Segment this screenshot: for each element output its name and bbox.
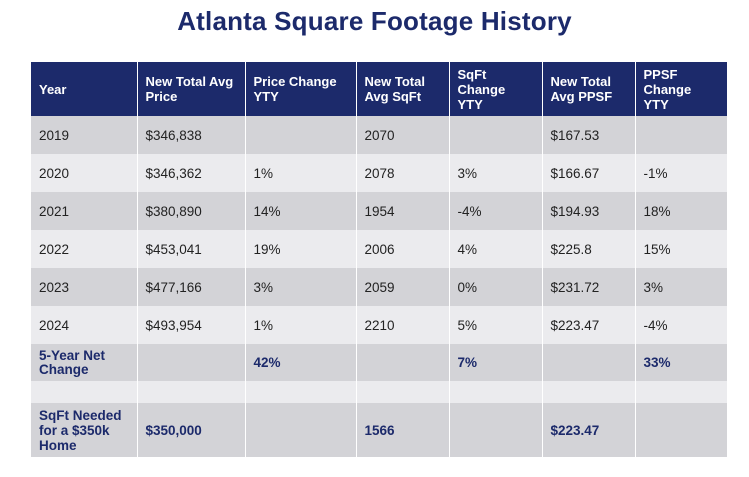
spacer-cell [245, 381, 357, 403]
cell-price-change [245, 116, 357, 154]
cell-year: 2019 [31, 116, 138, 154]
table-row: 2024 $493,954 1% 2210 5% $223.47 -4% [31, 306, 727, 344]
cell-price-change: 3% [245, 268, 357, 306]
net-change-row: 5-Year Net Change 42% 7% 33% [31, 344, 727, 381]
cell-ppsf-change [635, 116, 727, 154]
cell-avg-price: $453,041 [137, 230, 246, 268]
square-footage-table: Year New Total Avg Price Price Change YT… [31, 62, 727, 457]
header-avg-price: New Total Avg Price [137, 62, 246, 116]
cell-avg-price: $380,890 [137, 192, 246, 230]
cell-avg-ppsf: $225.8 [542, 230, 636, 268]
cell-ppsf-change: 3% [635, 268, 727, 306]
cell-avg-sqft: 2078 [356, 154, 450, 192]
cell-year: 2020 [31, 154, 138, 192]
spacer-cell [31, 381, 138, 403]
cell-avg-sqft: 2006 [356, 230, 450, 268]
header-avg-sqft: New Total Avg SqFt [356, 62, 450, 116]
net-change-sqft: 7% [449, 344, 543, 381]
cell-sqft-change: 0% [449, 268, 543, 306]
cell-avg-sqft: 2070 [356, 116, 450, 154]
table-row: 2020 $346,362 1% 2078 3% $166.67 -1% [31, 154, 727, 192]
cell-year: 2023 [31, 268, 138, 306]
cell-sqft-change [449, 116, 543, 154]
page-title: Atlanta Square Footage History [177, 6, 572, 36]
spacer-cell [635, 381, 727, 403]
cell-year: 2024 [31, 306, 138, 344]
cell-avg-ppsf: $231.72 [542, 268, 636, 306]
cell-ppsf-change: -4% [635, 306, 727, 344]
cell-ppsf-change: 15% [635, 230, 727, 268]
cell-avg-sqft: 2059 [356, 268, 450, 306]
sqft-needed-cell [635, 403, 727, 457]
cell-avg-price: $346,362 [137, 154, 246, 192]
sqft-needed-label: SqFt Needed for a $350k Home [31, 403, 138, 457]
cell-avg-ppsf: $194.93 [542, 192, 636, 230]
spacer-row [31, 381, 727, 403]
cell-avg-ppsf: $166.67 [542, 154, 636, 192]
cell-avg-price: $346,838 [137, 116, 246, 154]
cell-price-change: 1% [245, 306, 357, 344]
cell-ppsf-change: -1% [635, 154, 727, 192]
spacer-cell [356, 381, 450, 403]
header-row: Year New Total Avg Price Price Change YT… [31, 62, 727, 116]
net-change-cell [356, 344, 450, 381]
header-sqft-change: SqFt Change YTY [449, 62, 543, 116]
cell-avg-sqft: 1954 [356, 192, 450, 230]
sqft-needed-ppsf: $223.47 [542, 403, 636, 457]
cell-price-change: 19% [245, 230, 357, 268]
cell-avg-price: $477,166 [137, 268, 246, 306]
sqft-needed-row: SqFt Needed for a $350k Home $350,000 15… [31, 403, 727, 457]
cell-sqft-change: 4% [449, 230, 543, 268]
sqft-needed-cell [449, 403, 543, 457]
table-row: 2021 $380,890 14% 1954 -4% $194.93 18% [31, 192, 727, 230]
header-avg-ppsf: New Total Avg PPSF [542, 62, 636, 116]
net-change-cell [542, 344, 636, 381]
cell-avg-ppsf: $223.47 [542, 306, 636, 344]
cell-avg-sqft: 2210 [356, 306, 450, 344]
sqft-needed-price: $350,000 [137, 403, 246, 457]
sqft-needed-cell [245, 403, 357, 457]
header-year: Year [31, 62, 138, 116]
table-row: 2022 $453,041 19% 2006 4% $225.8 15% [31, 230, 727, 268]
cell-avg-ppsf: $167.53 [542, 116, 636, 154]
net-change-cell [137, 344, 246, 381]
table-row: 2019 $346,838 2070 $167.53 [31, 116, 727, 154]
spacer-cell [449, 381, 543, 403]
header-price-change: Price Change YTY [245, 62, 357, 116]
cell-year: 2021 [31, 192, 138, 230]
cell-ppsf-change: 18% [635, 192, 727, 230]
spacer-cell [137, 381, 246, 403]
header-ppsf-change: PPSF Change YTY [635, 62, 727, 116]
spacer-cell [542, 381, 636, 403]
cell-avg-price: $493,954 [137, 306, 246, 344]
cell-sqft-change: 5% [449, 306, 543, 344]
net-change-ppsf: 33% [635, 344, 727, 381]
table-row: 2023 $477,166 3% 2059 0% $231.72 3% [31, 268, 727, 306]
cell-price-change: 14% [245, 192, 357, 230]
cell-sqft-change: 3% [449, 154, 543, 192]
net-change-label: 5-Year Net Change [31, 344, 138, 381]
cell-sqft-change: -4% [449, 192, 543, 230]
cell-price-change: 1% [245, 154, 357, 192]
net-change-price: 42% [245, 344, 357, 381]
cell-year: 2022 [31, 230, 138, 268]
sqft-needed-sqft: 1566 [356, 403, 450, 457]
